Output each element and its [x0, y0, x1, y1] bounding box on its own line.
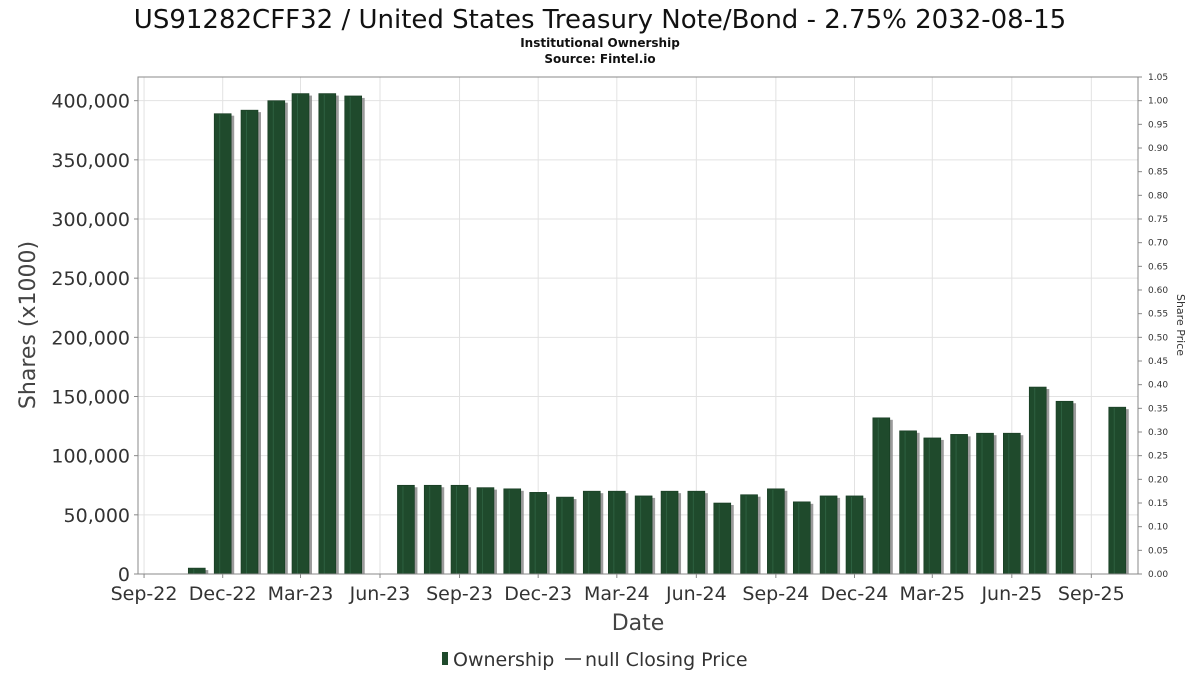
y2-tick-label: 0.10 — [1148, 523, 1168, 533]
bar — [634, 495, 653, 575]
x-tick-label: Mar-25 — [899, 583, 965, 605]
bar — [792, 501, 811, 575]
y2-tick-label: 0.30 — [1148, 428, 1168, 438]
legend-price-label: null Closing Price — [585, 649, 748, 671]
bar — [1055, 400, 1074, 575]
bar — [899, 430, 917, 575]
bar — [556, 496, 574, 575]
y2-tick-label: 0.25 — [1148, 452, 1168, 462]
x-axis-ticks: Sep-22 Dec-22 Mar-23 Jun-23 Sep-23 Dec-23 Mar-… — [111, 574, 1125, 605]
y2-tick-label: 0.15 — [1148, 499, 1168, 509]
y-tick-label: 150,000 — [51, 387, 130, 409]
y-axis-right-ticks: 0.00 0.05 0.10 0.15 0.20 0.25 0.30 0.35 0.40 0.45… — [1138, 73, 1168, 580]
bar — [476, 487, 495, 575]
bar — [608, 490, 626, 575]
y2-axis-label: Share Price — [1174, 294, 1187, 356]
x-tick-label: Dec-23 — [504, 583, 572, 605]
chart-title: US91282CFF32 / United States Treasury No… — [134, 5, 1066, 35]
y2-tick-label: 0.65 — [1148, 262, 1168, 272]
legend-ownership-swatch — [442, 652, 448, 665]
bar — [1003, 432, 1021, 575]
y-tick-label: 300,000 — [51, 209, 130, 231]
y-tick-label: 400,000 — [51, 91, 130, 113]
x-tick-label: Jun-23 — [349, 583, 411, 605]
bar — [344, 95, 363, 575]
x-tick-label: Dec-24 — [821, 583, 889, 605]
bar — [423, 484, 442, 575]
bars — [187, 93, 1129, 575]
y2-tick-label: 0.55 — [1148, 310, 1168, 320]
bar — [660, 490, 679, 575]
bar — [1028, 386, 1047, 575]
bar — [582, 490, 601, 575]
plot-frame — [137, 76, 1139, 575]
y2-tick-label: 0.35 — [1148, 404, 1168, 414]
y2-tick-label: 0.60 — [1148, 286, 1168, 296]
bar — [1108, 406, 1127, 575]
bar — [687, 490, 706, 575]
y-tick-label: 350,000 — [51, 150, 130, 172]
y-tick-label: 250,000 — [51, 268, 130, 290]
bar — [529, 492, 547, 575]
bar — [950, 434, 968, 575]
bar — [819, 495, 838, 575]
x-tick-label: Jun-25 — [980, 583, 1042, 605]
bar — [450, 484, 469, 575]
y2-tick-label: 0.40 — [1148, 381, 1168, 391]
y2-tick-label: 0.90 — [1148, 144, 1168, 154]
x-tick-label: Mar-24 — [584, 583, 650, 605]
legend: Ownership null Closing Price — [442, 649, 748, 671]
x-tick-label: Jun-24 — [665, 583, 727, 605]
bar — [845, 495, 864, 575]
y2-tick-label: 0.50 — [1148, 333, 1168, 343]
bar — [318, 93, 337, 575]
bar — [767, 488, 785, 575]
bar — [713, 502, 732, 575]
y-axis-left-ticks: 0 50,000 100,000 150,000 200,000 250,000 300,0… — [51, 91, 138, 586]
x-axis-label: Date — [612, 611, 665, 636]
x-tick-label: Sep-22 — [111, 583, 178, 605]
y2-tick-label: 0.85 — [1148, 168, 1168, 178]
bar — [923, 437, 942, 575]
x-tick-label: Mar-23 — [268, 583, 334, 605]
x-tick-label: Sep-23 — [426, 583, 493, 605]
y-tick-label: 200,000 — [51, 327, 130, 349]
bar — [976, 432, 994, 575]
chart-subtitle: Institutional Ownership — [520, 36, 680, 50]
bar — [872, 417, 891, 575]
x-tick-label: Sep-25 — [1058, 583, 1125, 605]
y2-tick-label: 0.75 — [1148, 215, 1168, 225]
legend-ownership-label: Ownership — [453, 649, 554, 671]
bar — [397, 484, 415, 575]
y2-tick-label: 0.70 — [1148, 239, 1168, 249]
x-tick-label: Sep-24 — [742, 583, 809, 605]
bar — [291, 93, 310, 575]
y2-tick-label: 0.80 — [1148, 191, 1168, 201]
bar — [213, 113, 232, 575]
bar — [267, 100, 286, 575]
bar — [240, 109, 259, 575]
y2-tick-label: 0.95 — [1148, 120, 1168, 130]
y-tick-label: 100,000 — [51, 446, 130, 468]
y-axis-label: Shares (x1000) — [16, 241, 41, 409]
y-tick-label: 50,000 — [64, 505, 130, 527]
y-tick-label: 0 — [118, 564, 130, 586]
x-tick-label: Dec-22 — [189, 583, 257, 605]
y2-tick-label: 0.00 — [1148, 570, 1168, 580]
chart-source: Source: Fintel.io — [544, 52, 655, 66]
bar — [503, 488, 522, 575]
y2-tick-label: 1.05 — [1148, 73, 1168, 83]
y2-tick-label: 0.20 — [1148, 475, 1168, 485]
y2-tick-label: 0.45 — [1148, 357, 1168, 367]
bar — [740, 494, 758, 575]
y2-tick-label: 1.00 — [1148, 97, 1168, 107]
bar — [187, 567, 206, 575]
y2-tick-label: 0.05 — [1148, 546, 1168, 556]
